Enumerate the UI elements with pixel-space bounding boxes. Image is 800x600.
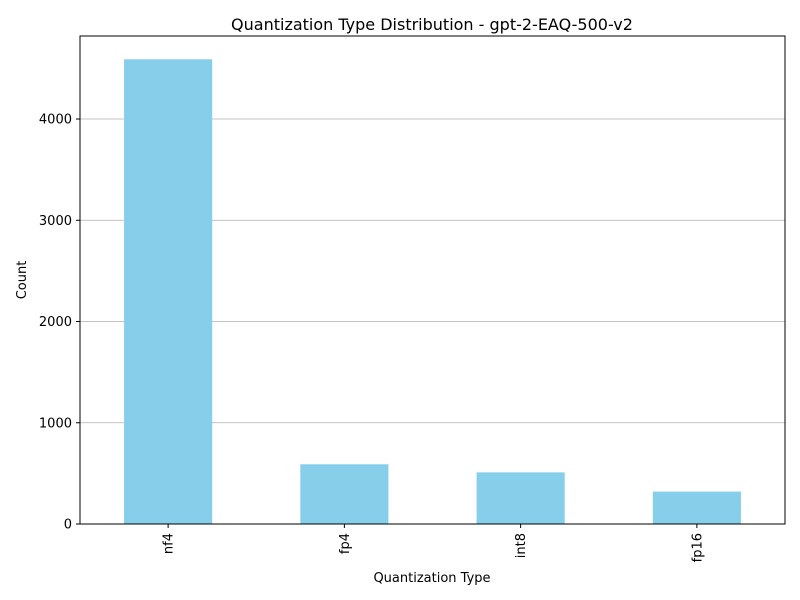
y-tick-label: 3000: [39, 214, 72, 229]
bar-fp4: [300, 464, 389, 524]
bar-int8: [476, 472, 565, 524]
x-axis-ticks: nf4 fp4 int8 fp16: [162, 524, 705, 562]
bar-nf4: [124, 59, 213, 524]
x-axis-label: Quantization Type: [373, 571, 490, 586]
y-tick-label: 1000: [39, 416, 72, 431]
x-tick-label-nf4: nf4: [162, 533, 177, 554]
y-tick-label: 4000: [39, 113, 72, 128]
chart-title: Quantization Type Distribution - gpt-2-E…: [231, 15, 633, 34]
y-axis-label: Count: [15, 261, 30, 300]
y-axis-ticks: 0 1000 2000 3000 4000: [39, 113, 80, 533]
y-tick-label: 2000: [39, 315, 72, 330]
x-tick-label-fp4: fp4: [338, 533, 353, 554]
bars: [124, 59, 741, 524]
plot-frame: [79, 35, 786, 525]
bar-fp16: [652, 491, 741, 524]
x-tick-label-fp16: fp16: [690, 533, 705, 562]
x-tick-label-int8: int8: [514, 533, 529, 558]
y-tick-label: 0: [64, 518, 72, 533]
